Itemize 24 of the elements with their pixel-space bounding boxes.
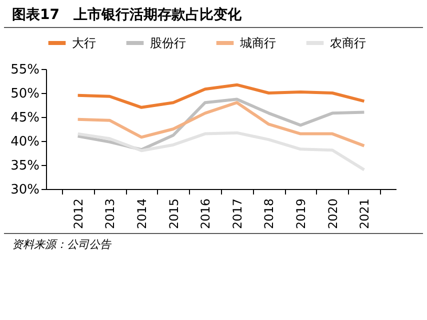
line-series [76,131,366,172]
line-series [76,83,366,109]
legend-label: 城商行 [239,36,276,50]
x-tick-label: 2013 [103,198,118,230]
x-tick-label: 2012 [71,198,86,230]
x-tick-label: 2020 [326,198,340,230]
x-tick-label: 2014 [134,198,149,230]
x-tick-label: 2021 [358,198,372,230]
legend-label: 农商行 [330,36,366,50]
chart-title: 图表17 上市银行活期存款占比变化 [4,0,423,28]
y-tick-label: 45% [10,110,40,126]
y-tick-label: 30% [10,182,40,198]
y-tick-label: 35% [10,158,40,174]
y-tick-label: 40% [10,134,40,150]
x-tick-label: 2019 [294,198,308,230]
y-tick-label: 55% [10,62,40,78]
legend-label: 股份行 [150,36,186,50]
x-tick-label: 2018 [262,198,276,230]
x-tick-label: 2016 [198,198,213,230]
x-tick-label: 2017 [230,198,244,230]
legend-label: 大行 [72,36,96,50]
y-tick-label: 50% [10,86,40,102]
text: 资料来源：公司公告 [4,233,423,255]
x-tick-label: 2015 [166,198,181,230]
